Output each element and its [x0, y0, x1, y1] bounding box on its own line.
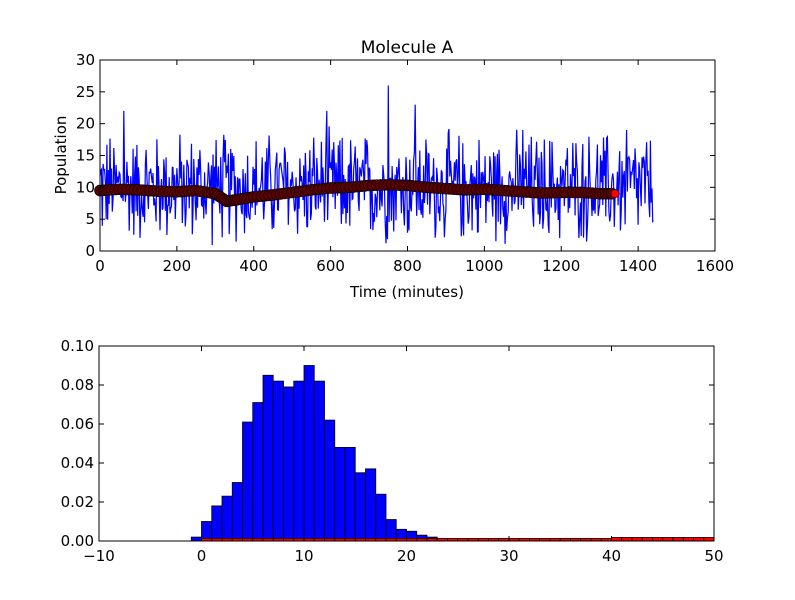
histogram-ticks: −10 0 10 20 30 40 50 0.00 0.02 0.04 0.06 0.08 0.10: [61, 337, 724, 565]
time-series-x-axis-label: Time (minutes): [349, 283, 464, 301]
histogram-bar-red: [682, 537, 694, 542]
time-series-y-tick-label: 10: [76, 178, 95, 196]
histogram-bar-red: [693, 537, 705, 542]
histogram-y-tick-label: 0.06: [61, 415, 94, 433]
histogram-bar-red: [703, 537, 715, 542]
histogram-x-tick-label: −10: [83, 547, 115, 565]
histogram-bar-blue: [344, 446, 356, 542]
histogram-y-tick-label: 0.08: [61, 376, 94, 394]
histogram-bar-red: [652, 537, 664, 542]
histogram-bar-blue: [221, 495, 233, 542]
histogram-bar-blue: [354, 472, 366, 542]
noise-series-line: [99, 85, 654, 246]
histogram-chart: −10 0 10 20 30 40 50 0.00 0.02 0.04 0.06 0.08 0.10: [61, 337, 724, 565]
time-series-x-tick-label: 1000: [465, 257, 503, 275]
time-series-y-axis-label: Population: [52, 116, 70, 195]
histogram-bar-blue: [262, 374, 274, 542]
histogram-x-tick-label: 0: [197, 547, 207, 565]
histogram-bar-blue: [375, 493, 387, 542]
histogram-y-tick-label: 0.00: [61, 532, 94, 550]
histogram-bar-blue: [190, 536, 202, 542]
histogram-x-tick-label: 40: [602, 547, 621, 565]
time-series-x-tick-label: 0: [95, 257, 105, 275]
histogram-x-tick-label: 50: [704, 547, 723, 565]
time-series-x-tick-label: 1400: [619, 257, 657, 275]
time-series-x-tick-label: 200: [163, 257, 192, 275]
time-series-ticks: 0 200 400 600 800 1000 1200 1400 1600 0 5 10 15 20 25 3…: [76, 51, 734, 275]
histogram-y-tick-label: 0.04: [61, 454, 94, 472]
histogram-y-tick-label: 0.02: [61, 493, 94, 511]
histogram-bar-blue: [272, 380, 284, 542]
histogram-bar-blue: [231, 482, 243, 542]
histogram-bar-red: [611, 537, 623, 542]
time-series-y-tick-label: 15: [76, 147, 95, 165]
histogram-bar-blue: [293, 380, 305, 542]
time-series-y-tick-label: 20: [76, 115, 95, 133]
histogram-bar-red: [621, 537, 633, 542]
time-series-x-tick-label: 400: [239, 257, 268, 275]
histogram-x-tick-label: 10: [294, 547, 313, 565]
histogram-bar-blue: [283, 386, 295, 542]
histogram-bar-blue: [252, 402, 264, 542]
histogram-x-tick-label: 30: [499, 547, 518, 565]
histogram-bar-red: [662, 537, 674, 542]
histogram-bar-red: [641, 537, 653, 542]
time-series-title: Molecule A: [361, 38, 454, 58]
time-series-x-tick-label: 1600: [696, 257, 734, 275]
time-series-chart: Molecule A 0 200 400 600 800 1000 1200 1400 1600…: [52, 38, 734, 301]
histogram-bar-blue: [313, 380, 325, 542]
histogram-bar-red: [631, 537, 643, 542]
histogram-bar-blue: [211, 505, 223, 542]
histogram-bar-blue: [303, 365, 315, 542]
histogram-x-tick-label: 20: [397, 547, 416, 565]
time-series-y-tick-label: 0: [85, 242, 95, 260]
time-series-plot-area: [94, 85, 654, 246]
time-series-x-tick-label: 800: [393, 257, 422, 275]
histogram-bar-blue: [365, 468, 377, 542]
histogram-bar-blue: [334, 446, 346, 542]
histogram-plot-area: [190, 365, 715, 542]
histogram-bar-blue: [385, 519, 397, 542]
histogram-y-tick-label: 0.10: [61, 337, 94, 355]
histogram-bar-red: [672, 537, 684, 542]
time-series-x-tick-label: 1200: [542, 257, 580, 275]
time-series-y-tick-label: 25: [76, 83, 95, 101]
histogram-bar-blue: [242, 421, 254, 542]
running-mean-last-marker: [610, 189, 620, 198]
time-series-y-tick-label: 30: [76, 51, 95, 69]
histogram-bar-blue: [324, 419, 336, 542]
time-series-y-tick-label: 5: [85, 210, 95, 228]
time-series-x-tick-label: 600: [316, 257, 345, 275]
